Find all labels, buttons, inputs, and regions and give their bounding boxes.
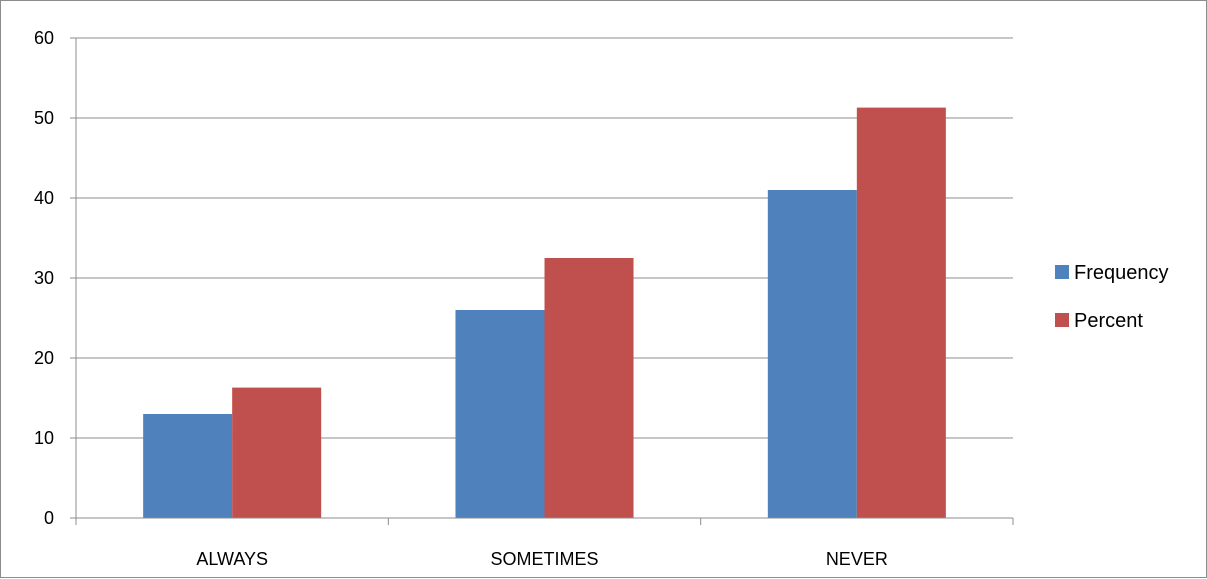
tick-labels: 0 10 20 30 40 50 60 ALWAYS SOMETIMES NEVER [34, 28, 888, 569]
bar-frequency-always [143, 414, 233, 518]
bars [143, 107, 946, 518]
legend-swatch-frequency [1055, 265, 1069, 279]
bar-percent-never [856, 107, 946, 518]
x-tick-label: SOMETIMES [490, 549, 598, 569]
legend-label-percent: Percent [1074, 310, 1143, 332]
y-tick-label: 50 [34, 108, 54, 128]
x-tick-label: ALWAYS [196, 549, 268, 569]
x-tick-label: NEVER [826, 549, 888, 569]
bar-percent-sometimes [544, 258, 634, 518]
legend: Frequency Percent [1055, 262, 1169, 332]
legend-swatch-percent [1055, 313, 1069, 327]
y-tick-label: 60 [34, 28, 54, 48]
y-tick-label: 20 [34, 348, 54, 368]
bar-percent-always [232, 387, 322, 518]
bar-frequency-never [767, 190, 857, 518]
y-tick-label: 40 [34, 188, 54, 208]
bar-frequency-sometimes [455, 310, 545, 518]
y-tick-label: 10 [34, 428, 54, 448]
y-tick-label: 30 [34, 268, 54, 288]
y-tick-label: 0 [44, 508, 54, 528]
axes [70, 37, 1014, 525]
legend-label-frequency: Frequency [1074, 262, 1169, 284]
